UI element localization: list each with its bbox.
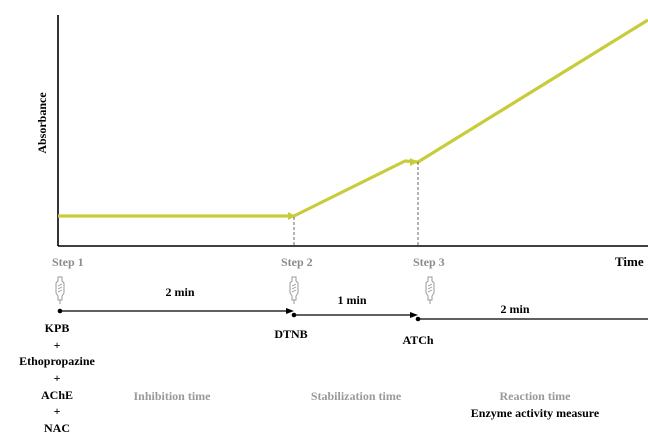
reagent-nac: NAC xyxy=(44,421,70,435)
reagent-ethopropazine: Ethopropazine xyxy=(19,354,95,368)
reagent-kpb: KPB xyxy=(45,321,70,335)
timeline-dot-2 xyxy=(291,312,297,318)
step1-label: Step 1 xyxy=(52,255,84,269)
absorbance-curve xyxy=(58,18,648,218)
curve-arrowhead-step2 xyxy=(288,212,296,220)
reagent-atch: ATCh xyxy=(402,333,433,347)
pipette-icon xyxy=(289,276,299,305)
duration-label-1: 2 min xyxy=(165,285,194,299)
phase-reaction-label: Reaction time xyxy=(500,389,572,403)
phase-reaction-sublabel: Enzyme activity measure xyxy=(471,406,600,420)
step2-label: Step 2 xyxy=(281,255,313,269)
reagent-plus: + xyxy=(54,371,61,385)
curve-arrowhead-step3 xyxy=(410,158,418,166)
pipette-icon xyxy=(425,276,435,305)
duration-label-2: 1 min xyxy=(337,293,366,307)
pipette-icon xyxy=(55,276,65,305)
reagent-ache: AChE xyxy=(41,388,73,402)
arrowhead-1 xyxy=(286,308,294,314)
phase-stabilization-label: Stabilization time xyxy=(311,389,402,403)
duration-label-3: 2 min xyxy=(500,302,529,316)
reagent-plus: + xyxy=(54,404,61,418)
reagent-plus: + xyxy=(54,338,61,352)
timeline-dot-3 xyxy=(415,316,421,322)
timeline-dot-1 xyxy=(57,308,63,314)
step3-label: Step 3 xyxy=(413,255,445,269)
y-axis-label: Absorbance xyxy=(35,92,49,154)
reagent-dtnb: DTNB xyxy=(274,327,307,341)
arrowhead-2 xyxy=(410,312,418,318)
x-axis-label: Time xyxy=(615,254,644,269)
phase-inhibition-label: Inhibition time xyxy=(133,389,211,403)
